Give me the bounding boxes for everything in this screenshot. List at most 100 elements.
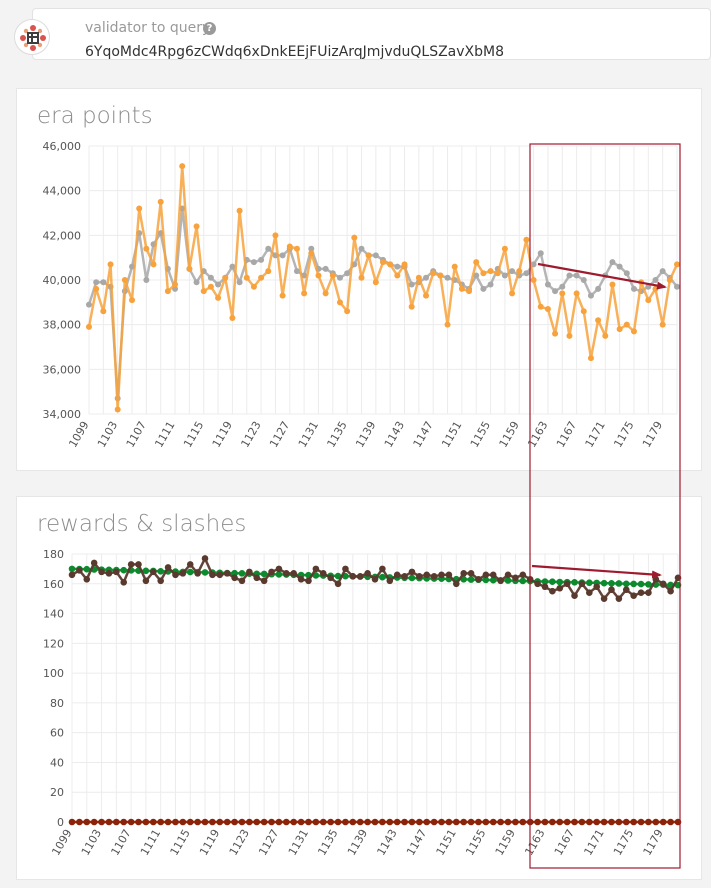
data-point — [143, 245, 150, 252]
data-point — [534, 580, 541, 588]
data-point — [394, 272, 401, 279]
data-point — [571, 578, 578, 586]
data-point — [460, 570, 467, 577]
x-tick-label: 1115 — [168, 827, 193, 858]
data-point — [638, 279, 645, 286]
data-point — [573, 272, 580, 279]
data-point — [645, 297, 652, 304]
data-point — [351, 234, 358, 241]
data-point — [473, 272, 480, 279]
y-tick-label: 60 — [50, 727, 64, 740]
data-point — [586, 589, 593, 597]
data-point — [482, 576, 490, 584]
data-point — [580, 308, 587, 315]
x-tick-label: 1159 — [497, 419, 522, 450]
data-point — [563, 818, 571, 826]
data-point — [93, 285, 100, 292]
data-point — [260, 818, 268, 826]
data-point — [467, 818, 475, 826]
data-point — [386, 577, 394, 585]
help-icon[interactable]: ? — [203, 22, 216, 35]
data-point — [149, 568, 157, 576]
x-tick-label: 1099 — [49, 827, 74, 858]
data-point — [209, 571, 216, 579]
data-point — [571, 592, 578, 599]
data-point — [489, 576, 497, 584]
validator-query-input[interactable]: 6YqoMdc4Rpg6zCWdq6xDnkEEjFUizArqJmjvduQL… — [85, 44, 505, 60]
data-point — [238, 818, 246, 826]
x-tick-label: 1123 — [238, 419, 263, 450]
data-point — [315, 272, 322, 279]
data-point — [157, 567, 164, 575]
data-point — [105, 818, 113, 826]
data-point — [342, 818, 349, 826]
data-point — [179, 570, 187, 577]
data-point — [393, 818, 401, 826]
data-point — [215, 294, 222, 301]
data-point — [571, 818, 578, 826]
data-point — [98, 568, 105, 576]
data-point — [460, 818, 467, 826]
data-point — [83, 818, 91, 826]
data-point — [142, 818, 150, 826]
data-point — [423, 274, 430, 281]
data-point — [322, 290, 329, 297]
data-point — [586, 818, 593, 826]
data-point — [438, 818, 445, 826]
data-point — [615, 818, 623, 826]
data-point — [438, 571, 445, 579]
data-point — [179, 163, 186, 170]
data-point — [90, 559, 98, 567]
data-point — [480, 285, 487, 292]
data-point — [100, 308, 107, 315]
x-tick-label: 1163 — [525, 419, 550, 450]
data-point — [674, 283, 680, 290]
data-point — [135, 561, 142, 568]
data-point — [150, 261, 157, 268]
data-point — [593, 583, 601, 591]
data-point — [559, 283, 566, 290]
data-point — [541, 818, 549, 826]
data-point — [379, 565, 386, 573]
data-point — [83, 565, 91, 573]
data-point — [580, 277, 587, 283]
data-point — [512, 574, 519, 582]
data-point — [595, 317, 602, 324]
data-point — [552, 288, 559, 295]
data-point — [401, 261, 408, 268]
validator-query-field[interactable]: validator to query ? 6YqoMdc4Rpg6zCWdq6x… — [32, 8, 711, 60]
x-tick-label: 1175 — [611, 827, 636, 858]
data-point — [229, 314, 236, 321]
data-point — [229, 263, 236, 270]
data-point — [415, 274, 422, 281]
data-point — [342, 565, 349, 573]
data-point — [265, 245, 272, 252]
data-point — [534, 818, 541, 826]
data-point — [194, 818, 201, 826]
data-point — [622, 586, 630, 594]
data-point — [93, 279, 100, 286]
era-points-chart: 34,000 36,000 38,000 40,000 42,000 44,000 46,0… — [43, 140, 680, 450]
data-point — [587, 292, 594, 299]
data-point — [236, 207, 243, 214]
data-point — [430, 573, 438, 580]
data-point — [659, 818, 667, 826]
data-point — [667, 587, 674, 595]
data-point — [401, 818, 408, 826]
data-point — [602, 272, 609, 279]
data-point — [608, 586, 615, 594]
data-point — [349, 573, 357, 580]
data-point — [408, 568, 416, 576]
data-point — [297, 818, 305, 826]
x-tick-label: 1107 — [124, 419, 149, 450]
data-point — [209, 818, 216, 826]
x-tick-label: 1167 — [554, 419, 579, 450]
x-tick-label: 1159 — [493, 827, 518, 858]
data-point — [201, 555, 209, 562]
data-point — [595, 285, 602, 292]
data-point — [566, 332, 573, 339]
data-point — [142, 577, 150, 585]
x-tick-label: 1143 — [375, 827, 400, 858]
data-point — [674, 818, 682, 826]
x-tick-label: 1119 — [197, 827, 222, 858]
